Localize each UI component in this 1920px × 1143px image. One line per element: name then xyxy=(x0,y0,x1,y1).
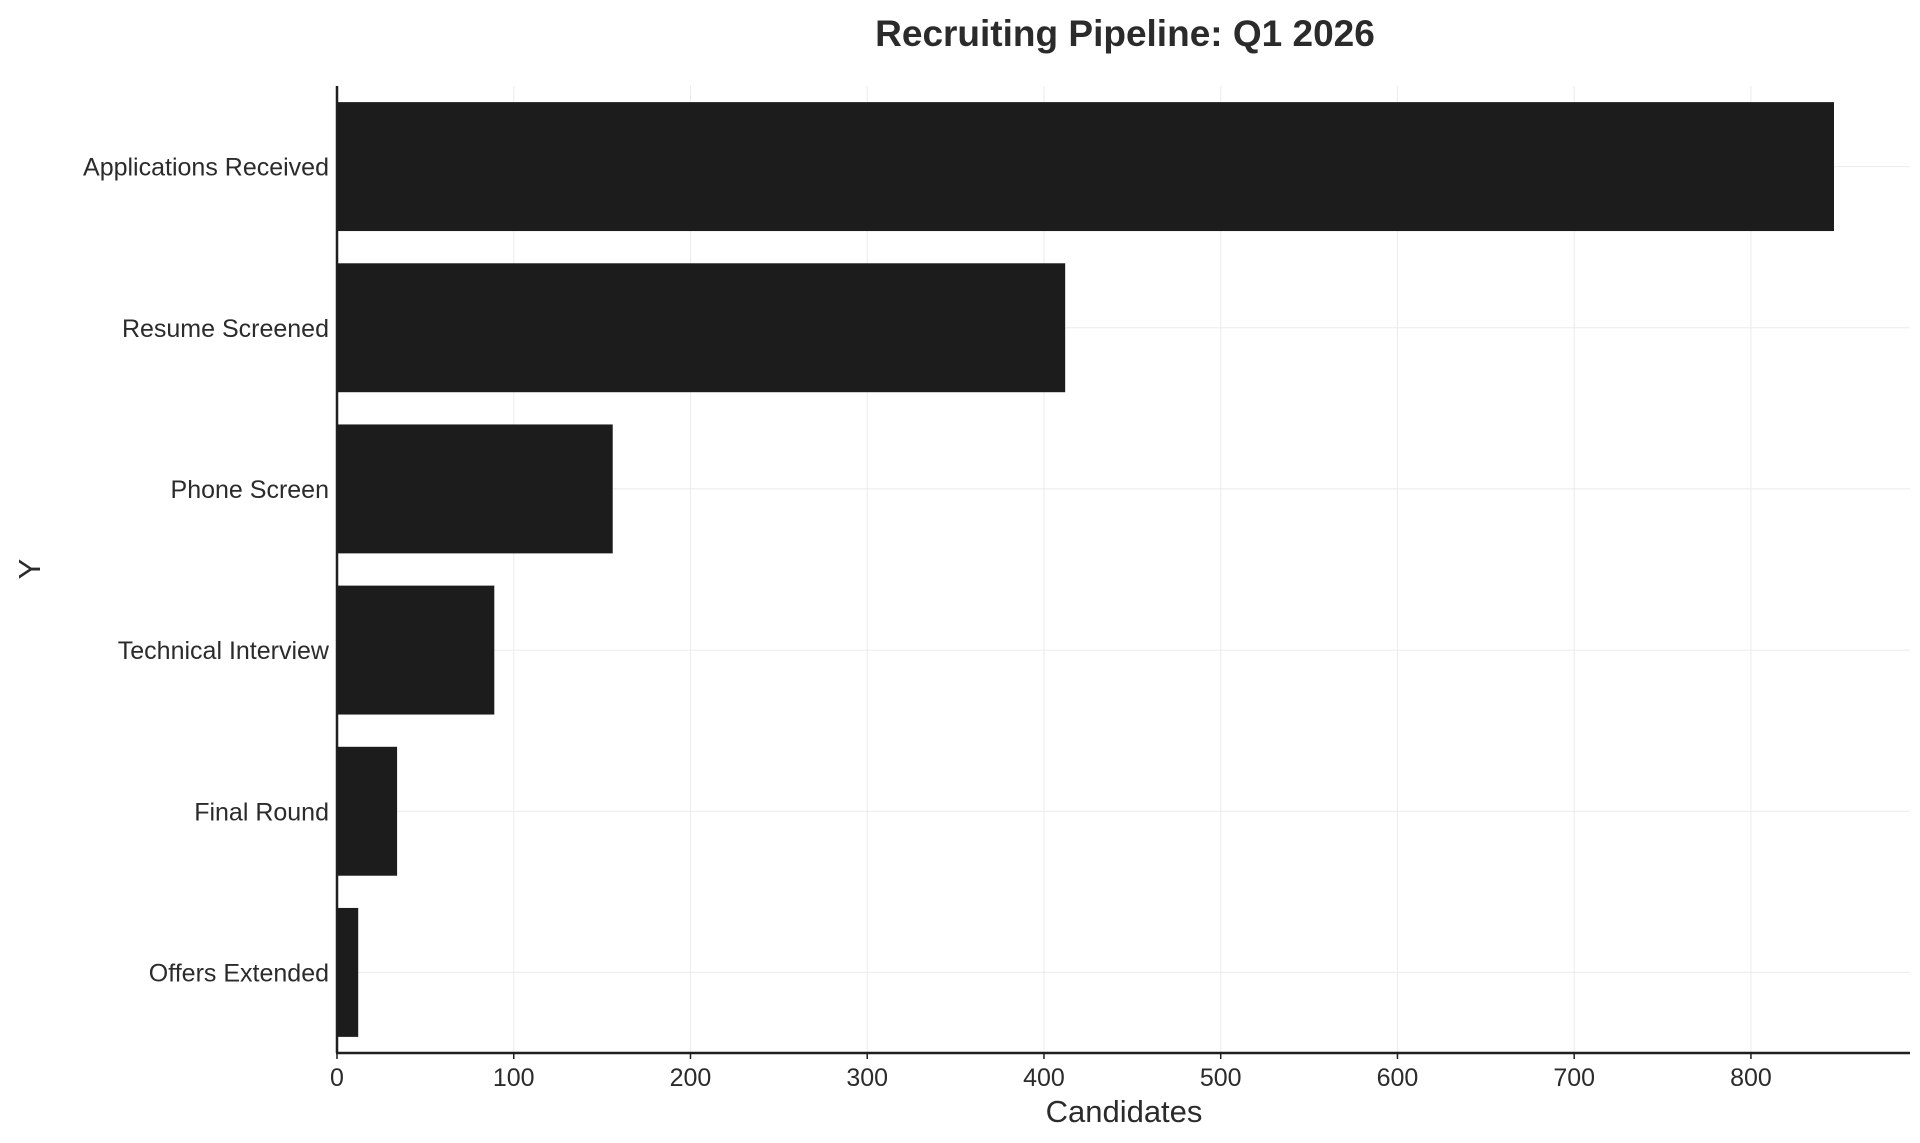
x-tick-label-5: 500 xyxy=(1200,1064,1242,1092)
x-tick-label-4: 400 xyxy=(1023,1064,1065,1092)
x-tick-label-6: 600 xyxy=(1377,1064,1419,1092)
x-tick-label-0: 0 xyxy=(330,1064,344,1092)
x-tick-labels: 0 100 200 300 400 500 600 700 800 xyxy=(330,1053,1772,1092)
y-tick-label-5: Offers Extended xyxy=(149,959,329,987)
x-tick-label-1: 100 xyxy=(493,1064,535,1092)
bar-5 xyxy=(337,907,359,1037)
bar-4 xyxy=(337,746,398,876)
x-axis-label: Candidates xyxy=(1046,1094,1203,1129)
x-tick-label-8: 800 xyxy=(1730,1064,1772,1092)
y-tick-label-3: Technical Interview xyxy=(118,637,330,665)
y-tick-label-0: Applications Received xyxy=(83,154,329,182)
bar-3 xyxy=(337,585,495,715)
bar-1 xyxy=(337,263,1066,393)
chart-title: Recruiting Pipeline: Q1 2026 xyxy=(875,13,1375,54)
y-tick-label-1: Resume Screened xyxy=(122,315,329,343)
y-tick-labels: Applications Received Resume Screened Phon… xyxy=(83,154,330,988)
y-tick-label-2: Phone Screen xyxy=(171,476,329,504)
bar-0 xyxy=(337,102,1835,232)
y-tick-label-4: Final Round xyxy=(194,798,329,826)
y-axis-label: Y xyxy=(12,559,47,580)
bar-2 xyxy=(337,424,613,554)
x-tick-label-3: 300 xyxy=(846,1064,888,1092)
x-tick-label-7: 700 xyxy=(1553,1064,1595,1092)
bars xyxy=(337,102,1835,1037)
x-tick-label-2: 200 xyxy=(670,1064,712,1092)
